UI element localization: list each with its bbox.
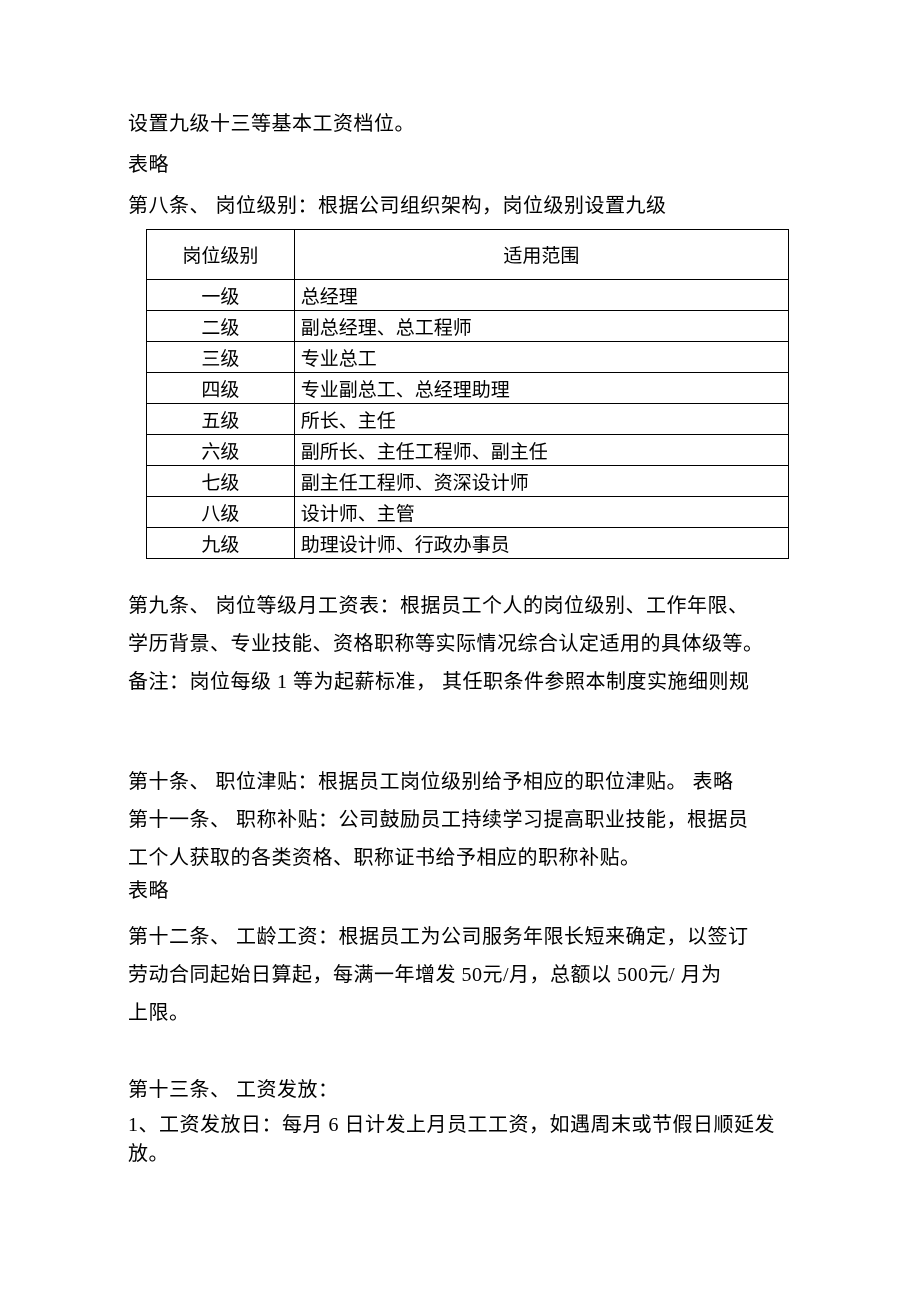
article-9-line1: 第九条、 岗位等级月工资表：根据员工个人的岗位级别、工作年限、 [128,587,792,625]
cell-level: 三级 [147,342,295,373]
cell-level: 四级 [147,373,295,404]
header-level: 岗位级别 [147,230,295,280]
cell-level: 五级 [147,404,295,435]
table-row: 七级 副主任工程师、资深设计师 [147,466,789,497]
table-row: 一级 总经理 [147,280,789,311]
article-12-line2: 劳动合同起始日算起，每满一年增发 50元/月，总额以 500元/ 月为 [128,956,792,994]
cell-scope: 设计师、主管 [294,497,788,528]
article-12-line3: 上限。 [128,994,792,1032]
cell-scope: 专业副总工、总经理助理 [294,373,788,404]
cell-level: 一级 [147,280,295,311]
table-row: 三级 专业总工 [147,342,789,373]
cell-level: 六级 [147,435,295,466]
table-row: 九级 助理设计师、行政办事员 [147,528,789,559]
cell-scope: 副主任工程师、资深设计师 [294,466,788,497]
cell-scope: 所长、主任 [294,404,788,435]
article-8: 第八条、 岗位级别：根据公司组织架构，岗位级别设置九级 [128,192,792,221]
article-11-line3: 表略 [128,877,792,906]
article-10: 第十条、 职位津贴：根据员工岗位级别给予相应的职位津贴。 表略 [128,763,792,801]
header-scope: 适用范围 [294,230,788,280]
intro-line1: 设置九级十三等基本工资档位。 [128,110,792,139]
table-row: 二级 副总经理、总工程师 [147,311,789,342]
cell-scope: 专业总工 [294,342,788,373]
article-13-line1: 第十三条、 工资发放： [128,1076,792,1105]
cell-level: 二级 [147,311,295,342]
cell-scope: 副所长、主任工程师、副主任 [294,435,788,466]
table-row: 八级 设计师、主管 [147,497,789,528]
article-11-line2: 工个人获取的各类资格、职称证书给予相应的职称补贴。 [128,839,792,877]
table-row: 五级 所长、主任 [147,404,789,435]
table-header-row: 岗位级别 适用范围 [147,230,789,280]
table-row: 六级 副所长、主任工程师、副主任 [147,435,789,466]
intro-line2: 表略 [128,151,792,180]
cell-scope: 助理设计师、行政办事员 [294,528,788,559]
cell-level: 八级 [147,497,295,528]
article-13-line2: 1、工资发放日：每月 6 日计发上月员工工资，如遇周末或节假日顺延发放。 [128,1111,792,1169]
cell-level: 七级 [147,466,295,497]
article-12-line1: 第十二条、 工龄工资：根据员工为公司服务年限长短来确定，以签订 [128,918,792,956]
cell-level: 九级 [147,528,295,559]
table-row: 四级 专业副总工、总经理助理 [147,373,789,404]
cell-scope: 副总经理、总工程师 [294,311,788,342]
article-9-line2: 学历背景、专业技能、资格职称等实际情况综合认定适用的具体级等。 [128,625,792,663]
position-level-table: 岗位级别 适用范围 一级 总经理 二级 副总经理、总工程师 三级 专业总工 四级… [146,229,789,559]
cell-scope: 总经理 [294,280,788,311]
article-11-line1: 第十一条、 职称补贴：公司鼓励员工持续学习提高职业技能，根据员 [128,801,792,839]
article-9-line3: 备注：岗位每级 1 等为起薪标准， 其任职条件参照本制度实施细则规 [128,663,792,701]
